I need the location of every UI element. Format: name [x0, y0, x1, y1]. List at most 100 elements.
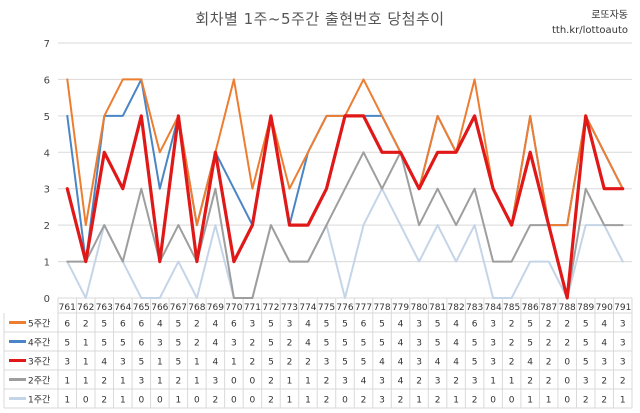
table-cell: 1 — [231, 358, 237, 368]
table-cell: 5 — [138, 358, 144, 368]
table-cell: 0 — [564, 377, 570, 387]
series-line — [65, 114, 625, 300]
table-cell: 3 — [490, 339, 496, 349]
table-cell: 2 — [453, 377, 459, 387]
table-cell: 1 — [527, 396, 533, 406]
table-cell: 1 — [64, 396, 70, 406]
legend-label: 4주간 — [28, 338, 50, 349]
table-cell: 1 — [157, 358, 163, 368]
table-cell: 1 — [490, 377, 496, 387]
x-tick-label: 764 — [114, 303, 131, 313]
table-cell: 6 — [138, 320, 144, 330]
table-cell: 2 — [583, 396, 589, 406]
table-cell: 5 — [175, 358, 181, 368]
table-cell: 1 — [287, 396, 293, 406]
table-cell: 3 — [287, 320, 293, 330]
table-cell: 5 — [583, 339, 589, 349]
table-cell: 2 — [435, 396, 441, 406]
table-cell: 6 — [231, 320, 237, 330]
table-cell: 5 — [435, 339, 441, 349]
table-cell: 1 — [175, 396, 181, 406]
table-cell: 1 — [120, 377, 126, 387]
table-cell: 4 — [305, 320, 311, 330]
table-cell: 3 — [490, 358, 496, 368]
table-cell: 2 — [546, 358, 552, 368]
table-cell: 4 — [453, 358, 459, 368]
table-cell: 2 — [194, 339, 200, 349]
table-cell: 2 — [546, 339, 552, 349]
table-cell: 3 — [157, 339, 163, 349]
y-tick-label: 3 — [44, 185, 50, 196]
table-cell: 3 — [583, 377, 589, 387]
x-tick-label: 761 — [59, 303, 76, 313]
x-tick-label: 790 — [596, 303, 613, 313]
table-cell: 2 — [194, 320, 200, 330]
table-cell: 1 — [546, 396, 552, 406]
x-tick-label: 791 — [614, 303, 631, 313]
table-cell: 0 — [250, 396, 256, 406]
table-cell: 2 — [472, 396, 478, 406]
table-cell: 4 — [601, 320, 607, 330]
x-tick-label: 771 — [244, 303, 261, 313]
y-tick-label: 4 — [44, 148, 50, 159]
table-cell: 5 — [379, 339, 385, 349]
table-cell: 5 — [583, 358, 589, 368]
table-cell: 2 — [101, 377, 107, 387]
x-tick-label: 773 — [281, 303, 298, 313]
x-tick-label: 783 — [466, 303, 483, 313]
x-tick-label: 765 — [133, 303, 150, 313]
x-tick-label: 784 — [485, 303, 502, 313]
table-cell: 3 — [64, 358, 70, 368]
table-cell: 4 — [398, 358, 404, 368]
table-cell: 2 — [509, 320, 515, 330]
table-cell: 2 — [527, 377, 533, 387]
x-tick-label: 782 — [448, 303, 465, 313]
table-cell: 4 — [305, 339, 311, 349]
table-cell: 2 — [287, 358, 293, 368]
table-cell: 1 — [287, 377, 293, 387]
table-cell: 3 — [213, 377, 219, 387]
table-cell: 3 — [435, 377, 441, 387]
y-tick-label: 2 — [44, 221, 50, 232]
table-cell: 2 — [213, 396, 219, 406]
table-cell: 5 — [268, 339, 274, 349]
table-cell: 5 — [342, 320, 348, 330]
table-cell: 0 — [342, 396, 348, 406]
table-cell: 4 — [435, 358, 441, 368]
table-cell: 4 — [453, 320, 459, 330]
table-cell: 1 — [83, 358, 89, 368]
x-tick-label: 766 — [151, 303, 168, 313]
table-cell: 2 — [268, 377, 274, 387]
x-tick-label: 778 — [373, 303, 390, 313]
table-cell: 2 — [509, 358, 515, 368]
table-cell: 2 — [601, 396, 607, 406]
table-cell: 2 — [287, 339, 293, 349]
x-tick-label: 781 — [429, 303, 446, 313]
table-cell: 6 — [361, 320, 367, 330]
x-tick-label: 787 — [540, 303, 557, 313]
table-cell: 6 — [64, 320, 70, 330]
table-cell: 1 — [305, 377, 311, 387]
table-cell: 3 — [342, 377, 348, 387]
table-cell: 1 — [620, 396, 626, 406]
x-tick-label: 762 — [77, 303, 94, 313]
table-cell: 3 — [324, 358, 330, 368]
x-tick-label: 768 — [188, 303, 205, 313]
table-cell: 2 — [250, 358, 256, 368]
table-cell: 2 — [509, 339, 515, 349]
table-cell: 2 — [398, 396, 404, 406]
x-tick-label: 772 — [262, 303, 279, 313]
table-cell: 5 — [472, 339, 478, 349]
table-cell: 1 — [83, 377, 89, 387]
x-tick-label: 779 — [392, 303, 409, 313]
table-cell: 0 — [231, 396, 237, 406]
y-tick-label: 7 — [44, 39, 50, 50]
x-tick-label: 770 — [225, 303, 242, 313]
y-tick-label: 5 — [44, 112, 50, 123]
table-cell: 1 — [120, 396, 126, 406]
table-cell: 3 — [416, 339, 422, 349]
table-cell: 1 — [453, 396, 459, 406]
x-tick-label: 786 — [522, 303, 539, 313]
table-cell: 3 — [250, 320, 256, 330]
table-cell: 2 — [175, 377, 181, 387]
